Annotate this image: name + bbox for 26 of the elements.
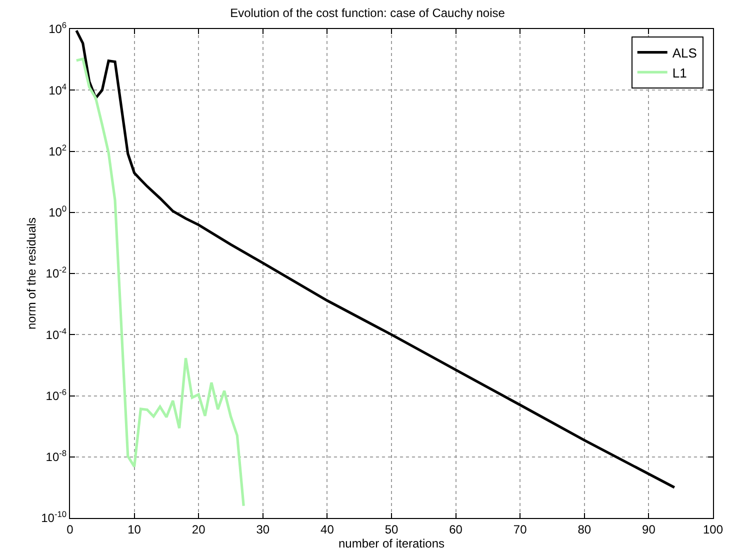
y-tick-label: 10$^{-8}$ xyxy=(46,448,67,464)
legend-label: ALS xyxy=(672,45,698,60)
y-tick-label: 10$^{-2}$ xyxy=(46,264,67,281)
legend-label: L1 xyxy=(672,65,687,80)
x-tick-label: 60 xyxy=(449,522,463,536)
x-tick-label: 0 xyxy=(66,522,74,536)
line-series xyxy=(75,58,245,508)
x-tick-label: 70 xyxy=(513,522,528,536)
y-tick-label: 10$^{6}$ xyxy=(48,20,67,36)
y-tick-label: 10$^{-6}$ xyxy=(46,386,67,403)
x-axis-title: number of iterations xyxy=(338,536,445,550)
x-tick-label: 40 xyxy=(320,522,334,536)
x-tick-label: 90 xyxy=(642,522,656,536)
y-axis-title: norm of the residuals xyxy=(24,217,38,330)
x-tick-label: 100 xyxy=(702,522,724,536)
x-tick-label: 50 xyxy=(384,522,398,536)
x-tick-label: 80 xyxy=(578,522,592,536)
y-tick-label: 10$^{-10}$ xyxy=(41,509,67,526)
y-tick-label: 10$^{0}$ xyxy=(48,204,67,220)
x-tick-label: 10 xyxy=(128,522,142,536)
x-tick-label: 20 xyxy=(192,522,206,536)
x-tick-label: 30 xyxy=(256,522,270,536)
y-tick-label: 10$^{-4}$ xyxy=(46,326,67,342)
y-tick-label: 10$^{4}$ xyxy=(48,81,67,98)
chart-title: Evolution of the cost function: case of Cauchy noise xyxy=(230,6,506,20)
y-tick-label: 10$^{2}$ xyxy=(48,142,67,158)
